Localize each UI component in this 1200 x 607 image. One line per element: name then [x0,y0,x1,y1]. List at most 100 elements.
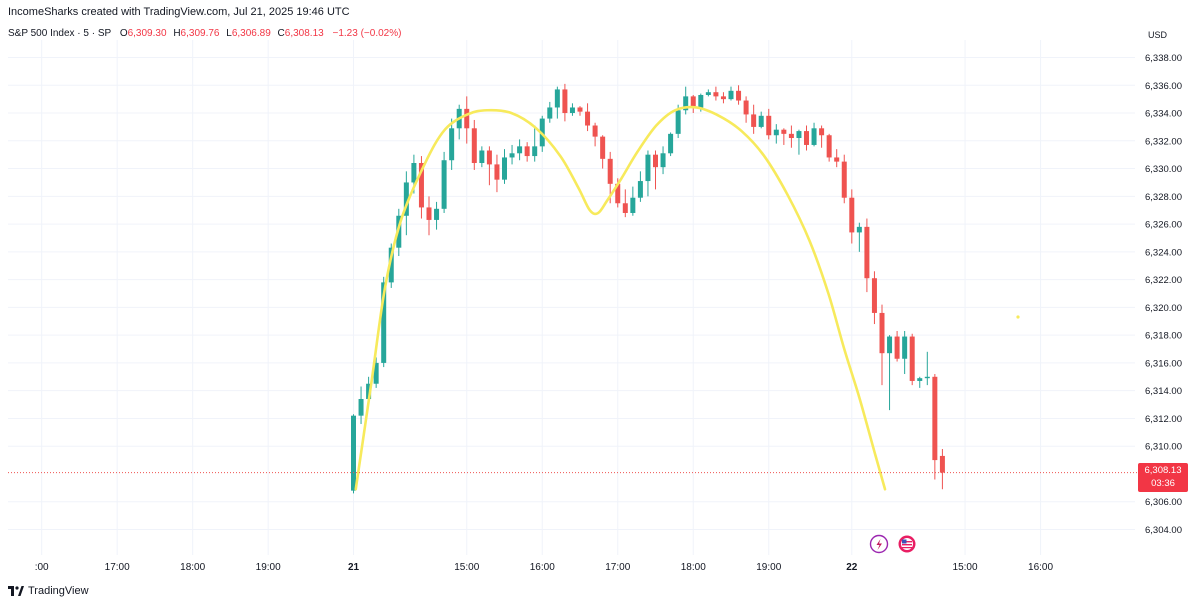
candle[interactable] [781,128,787,145]
candle[interactable] [811,122,817,147]
candle-body [381,282,387,363]
x-tick-label: 16:00 [530,562,555,573]
candle[interactable] [834,149,840,168]
candle[interactable] [351,414,356,494]
candle-body [909,336,915,381]
us-flag-icon[interactable] [898,535,916,553]
candle[interactable] [720,92,726,104]
candle[interactable] [804,125,809,151]
candle[interactable] [517,139,523,161]
candle[interactable] [705,89,711,97]
candle[interactable] [758,111,764,129]
candle-body [615,183,621,204]
candle[interactable] [728,86,734,101]
candle[interactable] [751,104,757,134]
candle[interactable] [426,196,432,236]
candle[interactable] [653,150,658,190]
candle[interactable] [577,106,583,116]
candle[interactable] [887,335,893,411]
candle[interactable] [766,108,772,140]
candle[interactable] [449,118,455,170]
candle[interactable] [788,125,794,148]
currency-label[interactable]: USD [1148,30,1168,40]
low-value: 6,306.89 [231,28,271,39]
candle[interactable] [902,330,908,375]
flash-icon[interactable] [869,534,889,554]
candle[interactable] [841,154,847,204]
candle[interactable] [600,135,606,169]
candle[interactable] [909,333,915,386]
candle[interactable] [826,133,832,162]
candle-body [743,100,749,115]
candle-body [569,107,575,114]
candle-body [788,133,794,139]
candle[interactable] [690,94,696,114]
candle[interactable] [668,132,674,157]
candle[interactable] [569,103,575,116]
candle[interactable] [486,146,492,186]
change-value: −1.23 (−0.02%) [332,28,402,39]
candle[interactable] [464,96,470,144]
y-tick-label: 6,322.00 [1145,275,1182,286]
candle[interactable] [592,122,598,147]
candle[interactable] [554,86,560,119]
tradingview-footer[interactable]: TradingView [8,585,89,597]
last-price-value: 6,308.13 [1144,465,1182,476]
candle[interactable] [532,125,538,162]
symbol-name[interactable]: S&P 500 Index · 5 · SP [8,28,112,39]
candle-body [879,312,885,354]
candle-body [660,153,666,168]
candle[interactable] [630,186,636,216]
y-tick-label: 6,328.00 [1145,192,1182,203]
y-tick-label: 6,318.00 [1145,331,1182,342]
close-label: C [277,28,285,39]
candle-body [849,197,855,233]
candle[interactable] [856,222,862,252]
candle-body [509,153,515,158]
candle[interactable] [849,189,855,244]
candle[interactable] [713,86,719,101]
candles [351,83,945,494]
candle[interactable] [502,149,507,184]
candle[interactable] [932,374,938,480]
candle[interactable] [524,142,530,162]
candle[interactable] [894,330,900,362]
candle[interactable] [743,96,749,123]
candle[interactable] [479,146,485,168]
candle[interactable] [358,386,364,424]
candle[interactable] [418,156,424,219]
x-tick-label: 15:00 [953,562,978,573]
candle[interactable] [622,189,628,218]
candle[interactable] [871,271,877,325]
candle[interactable] [736,85,742,105]
candle[interactable] [864,218,870,293]
candle[interactable] [645,150,651,197]
candle-body [434,208,440,220]
candle[interactable] [562,83,568,122]
candle[interactable] [796,129,802,155]
candle[interactable] [773,124,779,144]
bar-countdown: 03:36 [1151,478,1175,489]
candle[interactable] [471,119,477,170]
candle[interactable] [456,104,462,140]
candle[interactable] [509,144,515,165]
candle[interactable] [819,125,825,148]
candle-body [887,336,893,354]
candle[interactable] [585,103,591,132]
candle[interactable] [879,304,885,386]
x-tick-label: 16:00 [1028,562,1053,573]
candle[interactable] [683,86,689,115]
candle-body [562,89,568,114]
candle[interactable] [494,154,500,193]
candle[interactable] [917,376,923,388]
candle[interactable] [637,171,643,202]
candle[interactable] [373,357,379,388]
candle[interactable] [939,448,945,490]
candle[interactable] [547,101,553,123]
candle[interactable] [441,151,447,213]
candle-body [637,181,643,198]
candle[interactable] [660,146,666,175]
candle[interactable] [434,201,440,230]
candle[interactable] [924,351,930,386]
